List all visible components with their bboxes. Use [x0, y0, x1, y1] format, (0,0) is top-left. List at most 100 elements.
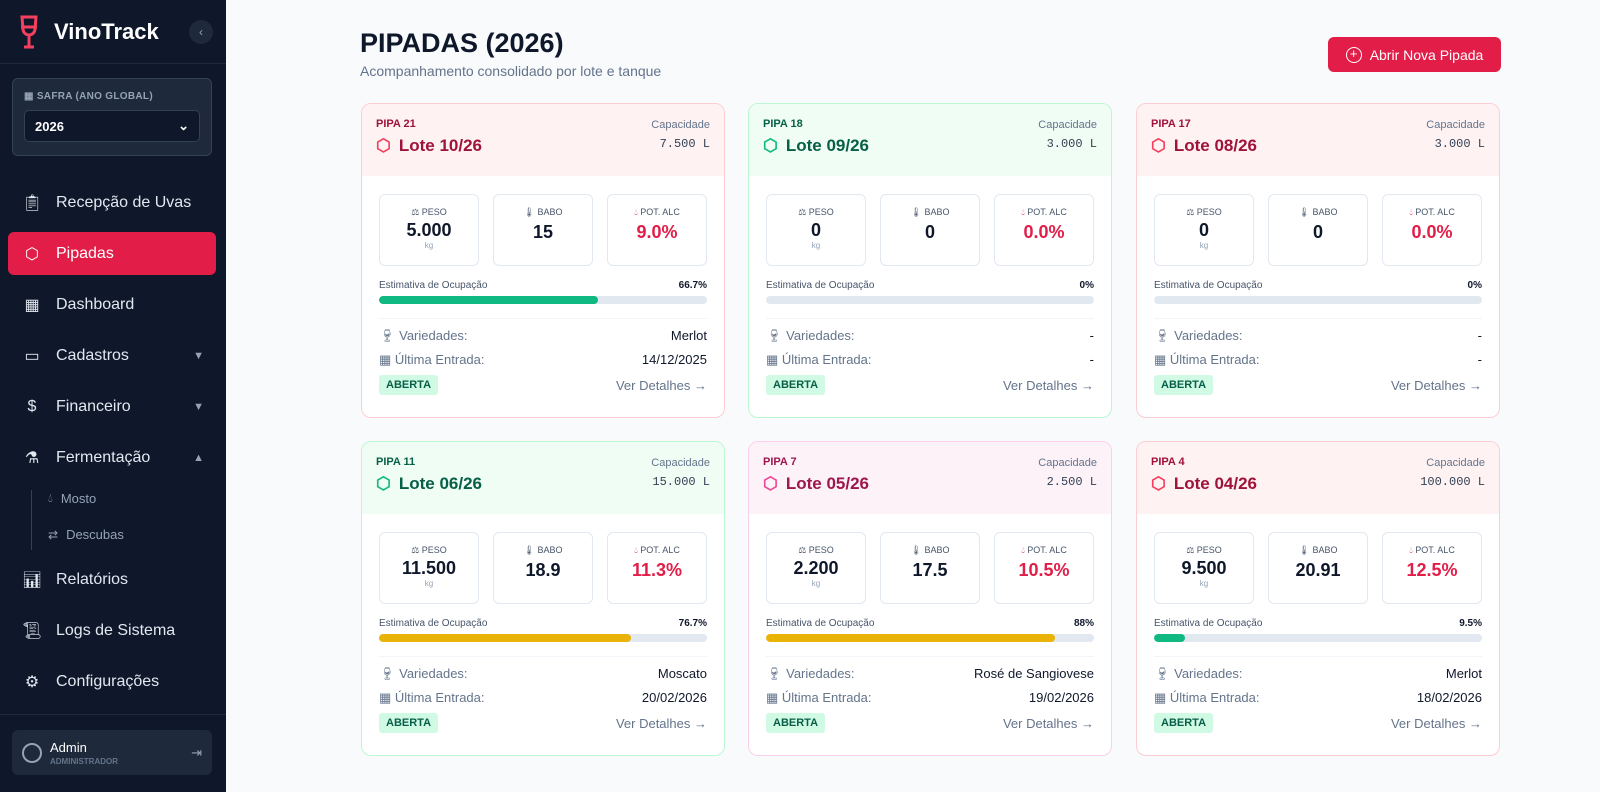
status-badge: ABERTA	[379, 713, 439, 733]
folder-icon: ▭	[24, 347, 40, 365]
lote-title: Lote 08/26	[1173, 136, 1257, 155]
nav-label: Configurações	[56, 672, 160, 690]
stat-pot-alc: 💧︎ POT. ALC 0.0%	[1382, 194, 1482, 266]
capacity-value: 2.500 L	[1046, 475, 1097, 489]
occupancy-label: Estimativa de Ocupação	[766, 280, 875, 291]
stat-value: 0	[924, 222, 935, 242]
capacity-label: Capacidade	[1038, 457, 1097, 469]
varieties-label: Variedades:	[1174, 666, 1243, 681]
safra-selector: ▦ SAFRA (ANO GLOBAL) 2026 ⌄	[12, 78, 212, 156]
gear-icon: ⚙	[24, 673, 40, 691]
stat-value: 12.5%	[1406, 560, 1458, 580]
user-panel: Admin ADMINISTRADOR ⇥	[12, 730, 212, 775]
occupancy-label: Estimativa de Ocupação	[379, 618, 488, 629]
last-entry-label: Última Entrada:	[1169, 690, 1260, 705]
wine-icon: 🍷︎	[766, 328, 787, 343]
varieties-value: -	[1089, 328, 1094, 343]
card-header: PIPA 11 ⬡ Lote 06/26 Capacidade 15.000 L	[362, 442, 724, 514]
button-label: Abrir Nova Pipada	[1369, 46, 1484, 63]
wine-icon: 🍷︎	[1154, 328, 1175, 343]
varieties-label: Variedades:	[399, 328, 468, 343]
pipa-number: PIPA 18	[763, 118, 803, 130]
wine-icon: 🍷︎	[379, 328, 400, 343]
package-icon: ⬡	[1151, 136, 1166, 155]
status-badge: ABERTA	[1154, 713, 1214, 733]
pipa-card: PIPA 4 ⬡ Lote 04/26 Capacidade 100.000 L ⚖…	[1136, 441, 1500, 756]
stat-pot-alc: 💧︎ POT. ALC 0.0%	[994, 194, 1094, 266]
new-pipada-button[interactable]: + Abrir Nova Pipada	[1328, 37, 1501, 72]
package-icon: ⬡	[763, 474, 778, 493]
stat-babo: 🌡︎ BABO 17.5	[880, 532, 980, 604]
safra-select[interactable]: 2026 ⌄	[24, 110, 200, 142]
stat-babo: 🌡︎ BABO 15	[493, 194, 593, 266]
sidebar-subitem-mosto[interactable]: 💧︎ Mosto	[48, 491, 96, 506]
view-details-link[interactable]: Ver Detalhes →	[1390, 715, 1482, 731]
collapse-sidebar-button[interactable]: ‹	[189, 20, 213, 44]
calendar-icon: ▦	[24, 91, 37, 102]
sidebar: VinoTrack ‹ ▦ SAFRA (ANO GLOBAL) 2026 ⌄ 📋…	[0, 0, 226, 792]
calendar-icon: ▦	[379, 352, 395, 367]
occupancy-fill	[379, 634, 631, 642]
capacity-label: Capacidade	[651, 457, 710, 469]
stat-value: 20.91	[1295, 560, 1341, 580]
stat-value: 10.5%	[1018, 560, 1070, 580]
sidebar-subitem-descubas[interactable]: ⇄ Descubas	[48, 527, 124, 542]
wine-glass-icon	[20, 15, 38, 48]
sidebar-item-fermentacao[interactable]: ⚗ Fermentação ▲	[8, 436, 216, 479]
view-details-link[interactable]: Ver Detalhes →	[615, 715, 707, 731]
pipa-number: PIPA 4	[1151, 456, 1185, 468]
occupancy-bar	[379, 634, 707, 642]
stat-peso: ⚖ PESO 5.000 kg	[379, 194, 479, 266]
stat-babo: 🌡︎ BABO 0	[1268, 194, 1368, 266]
sidebar-item-dashboard[interactable]: ▦ Dashboard	[8, 283, 216, 326]
logout-icon[interactable]: ⇥	[191, 744, 202, 760]
view-details-link[interactable]: Ver Detalhes →	[615, 377, 707, 393]
chevron-down-icon: ⌄	[178, 118, 189, 133]
stat-label: PESO	[1196, 207, 1222, 217]
occupancy-bar	[1154, 296, 1482, 304]
divider	[0, 714, 226, 715]
avatar-icon	[22, 742, 42, 763]
divider	[766, 318, 1094, 319]
droplets-icon: 💧︎	[1409, 207, 1416, 217]
sidebar-item-pipadas[interactable]: ⬡ Pipadas	[8, 232, 216, 275]
card-header: PIPA 7 ⬡ Lote 05/26 Capacidade 2.500 L	[749, 442, 1111, 514]
last-entry-label: Última Entrada:	[781, 352, 872, 367]
logo: VinoTrack	[0, 0, 226, 64]
droplets-icon: 💧︎	[634, 207, 641, 217]
stat-unit: kg	[811, 579, 821, 588]
sidebar-item-configuracoes[interactable]: ⚙ Configurações	[8, 660, 216, 703]
sidebar-item-recepcao[interactable]: 📋︎ Recepção de Uvas	[8, 181, 216, 224]
card-header: PIPA 17 ⬡ Lote 08/26 Capacidade 3.000 L	[1137, 104, 1499, 176]
calendar-icon: ▦	[379, 690, 395, 705]
droplets-icon: 💧︎	[48, 491, 53, 505]
sidebar-item-cadastros[interactable]: ▭ Cadastros ▼	[8, 334, 216, 377]
view-details-link[interactable]: Ver Detalhes →	[1002, 377, 1094, 393]
chevron-up-icon: ▲	[193, 451, 204, 464]
stat-label: POT. ALC	[1027, 207, 1067, 217]
varieties-label: Variedades:	[786, 328, 855, 343]
package-icon: ⬡	[1151, 474, 1166, 493]
view-details-link[interactable]: Ver Detalhes →	[1390, 377, 1482, 393]
scroll-icon: 📜︎	[22, 622, 43, 640]
stat-unit: kg	[1199, 241, 1209, 250]
stat-value: 2.200	[793, 558, 839, 578]
occupancy-bar	[379, 296, 707, 304]
sidebar-item-relatorios[interactable]: 📊︎ Relatórios	[8, 558, 216, 601]
nav-label: Fermentação	[56, 448, 151, 466]
last-entry-value: 20/02/2026	[641, 690, 707, 705]
wine-icon: 🍷︎	[379, 666, 400, 681]
occupancy-label: Estimativa de Ocupação	[766, 618, 875, 629]
view-details-link[interactable]: Ver Detalhes →	[1002, 715, 1094, 731]
pipa-card: PIPA 17 ⬡ Lote 08/26 Capacidade 3.000 L ⚖ …	[1136, 103, 1500, 418]
swap-icon: ⇄	[48, 527, 59, 542]
stat-value: 18.9	[525, 560, 561, 580]
stat-value: 0	[810, 220, 821, 240]
stat-babo: 🌡︎ BABO 18.9	[493, 532, 593, 604]
sidebar-item-financeiro[interactable]: $ Financeiro ▼	[8, 385, 216, 428]
lote-title: Lote 04/26	[1173, 474, 1257, 493]
divider	[1154, 318, 1482, 319]
clipboard-icon: 📋︎	[22, 194, 43, 212]
divider	[1154, 656, 1482, 657]
sidebar-item-logs[interactable]: 📜︎ Logs de Sistema	[8, 609, 216, 652]
